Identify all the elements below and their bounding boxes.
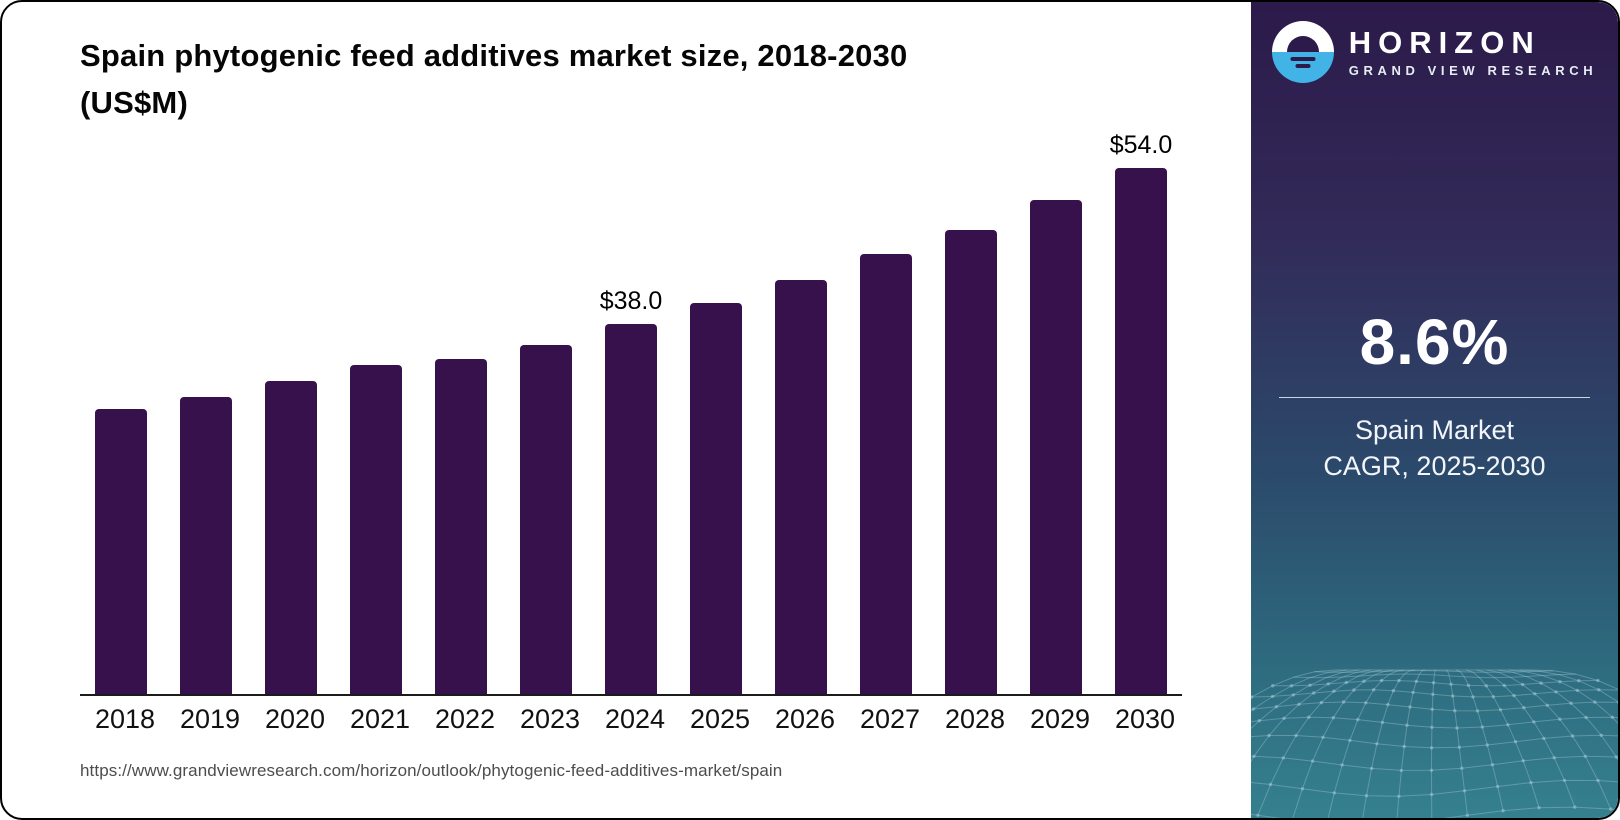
mesh-wrap <box>1251 648 1618 818</box>
horizon-sunset-logo-icon <box>1271 21 1334 83</box>
chart-title-line2: (US$M) <box>80 85 188 120</box>
x-axis-labels: 2018 2019 2020 2021 2022 2023 2024 2025 2026 2027… <box>80 704 1182 735</box>
brand-panel: HORIZON GRAND VIEW RESEARCH 8.6% Spain M… <box>1251 2 1618 818</box>
cagr-label-line2: CAGR, 2025-2030 <box>1323 451 1546 481</box>
bar-2030 <box>1115 167 1167 694</box>
cagr-label-line1: Spain Market <box>1354 415 1515 445</box>
bar-column-2030: $54.0 <box>1110 131 1172 694</box>
cagr-stat-block: 8.6% Spain Market CAGR, 2025-2030 <box>1251 305 1618 484</box>
brand-subtitle: GRAND VIEW RESEARCH <box>1348 63 1598 78</box>
bars-row: $38.0 $54.0 <box>80 131 1182 696</box>
x-axis-label-2027: 2027 <box>860 704 921 734</box>
bar-column-2019 <box>180 396 232 694</box>
bar-2018 <box>95 409 147 694</box>
brand-logo-row: HORIZON GRAND VIEW RESEARCH <box>1251 21 1618 83</box>
bar-value-label-2030: $54.0 <box>1109 130 1173 159</box>
brand-text: HORIZON GRAND VIEW RESEARCH <box>1348 25 1598 79</box>
stat-divider <box>1278 397 1591 398</box>
bar-2019 <box>180 396 232 694</box>
source-url: https://www.grandviewresearch.com/horizo… <box>80 761 783 780</box>
logo-sun-dome <box>1286 36 1319 52</box>
x-axis-label-2022: 2022 <box>435 704 496 734</box>
bar-2029 <box>1030 199 1082 694</box>
bar-column-2028 <box>945 229 997 694</box>
cagr-value: 8.6% <box>1359 306 1510 378</box>
logo-reflection-line <box>1290 57 1316 61</box>
mesh-graphic <box>1251 669 1618 818</box>
x-axis-label-2020: 2020 <box>265 704 326 734</box>
bar-2021 <box>350 365 402 694</box>
bar-column-2026 <box>775 279 827 694</box>
x-axis-label-2029: 2029 <box>1030 704 1091 734</box>
bar-2025 <box>690 303 742 694</box>
bar-2028 <box>945 229 997 694</box>
x-axis-label-2026: 2026 <box>775 704 836 734</box>
bar-column-2020 <box>265 381 317 694</box>
bar-column-2023 <box>520 345 572 694</box>
chart-title-line1: Spain phytogenic feed additives market s… <box>80 38 908 73</box>
bar-column-2021 <box>350 365 402 694</box>
bar-2020 <box>265 381 317 694</box>
x-axis-label-2018: 2018 <box>95 704 156 734</box>
bar-value-label-2024: $38.0 <box>599 286 663 315</box>
bar-column-2027 <box>860 254 912 694</box>
bar-column-2024: $38.0 <box>600 287 662 694</box>
x-axis-label-2023: 2023 <box>520 704 581 734</box>
x-axis-label-2025: 2025 <box>690 704 751 734</box>
brand-name: HORIZON <box>1348 25 1541 60</box>
bar-2024 <box>605 323 657 694</box>
logo-reflection-line <box>1295 64 1311 68</box>
bar-2023 <box>520 345 572 694</box>
chart-area: Spain phytogenic feed additives market s… <box>2 2 1255 818</box>
bar-column-2025 <box>690 303 742 694</box>
bar-2022 <box>435 358 487 694</box>
x-axis-label-2019: 2019 <box>180 704 241 734</box>
bar-column-2018 <box>95 409 147 694</box>
bar-2026 <box>775 279 827 694</box>
bar-column-2022 <box>435 358 487 694</box>
x-axis-label-2028: 2028 <box>945 704 1006 734</box>
x-axis-label-2030: 2030 <box>1115 704 1176 734</box>
bar-column-2029 <box>1030 199 1082 694</box>
x-axis-label-2024: 2024 <box>605 704 666 734</box>
bar-2027 <box>860 254 912 694</box>
chart-title: Spain phytogenic feed additives market s… <box>80 32 1255 126</box>
bar-chart: $38.0 $54.0 2018 2019 2020 2021 2022 2023 2024 2… <box>80 131 1182 735</box>
x-axis-label-2021: 2021 <box>350 704 411 734</box>
